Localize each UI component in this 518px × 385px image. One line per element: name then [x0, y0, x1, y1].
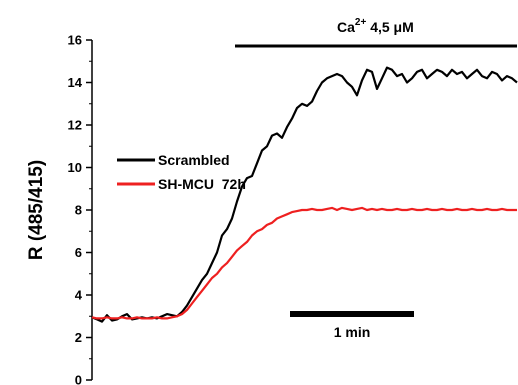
y-tick-label: 12 — [68, 118, 82, 133]
legend-label-sh-mcu: SH-MCU 72h — [158, 176, 246, 192]
series-layer — [91, 66, 518, 323]
legend: Scrambled SH-MCU 72h — [117, 152, 246, 192]
y-tick-label: 8 — [75, 203, 82, 218]
y-tick-label: 16 — [68, 33, 82, 48]
treatment-prefix: Ca — [337, 19, 355, 35]
treatment-superscript: 2+ — [355, 17, 367, 28]
series-line-scrambled — [91, 66, 518, 323]
y-tick-label: 0 — [75, 373, 82, 385]
y-axis-label: R (485/415) — [26, 160, 47, 260]
y-tick-label: 4 — [75, 288, 83, 303]
y-tick-label: 14 — [68, 75, 83, 90]
y-axis: 0 2 4 6 8 10 12 14 16 — [68, 33, 93, 385]
treatment-label: Ca2+ 4,5 μM — [337, 17, 414, 35]
series-line-sh-mcu — [91, 206, 517, 320]
treatment-suffix: 4,5 μM — [366, 19, 413, 35]
legend-label-scrambled: Scrambled — [158, 152, 230, 168]
time-scale-label: 1 min — [334, 324, 371, 340]
y-tick-label: 6 — [75, 245, 82, 260]
y-tick-label: 2 — [75, 330, 82, 345]
y-tick-label: 10 — [68, 160, 82, 175]
